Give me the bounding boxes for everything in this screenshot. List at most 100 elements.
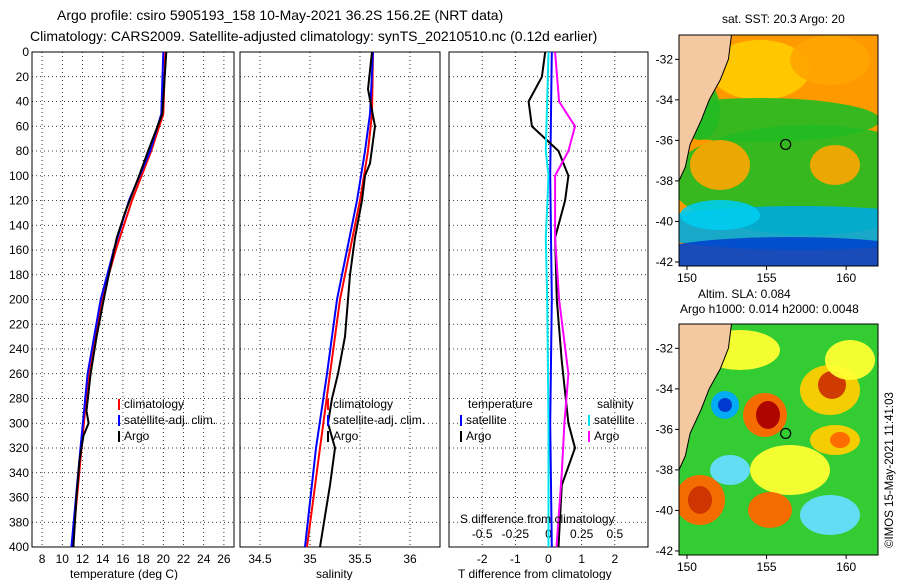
legend-swatch-argo xyxy=(327,431,329,442)
x-tick-label: 1 xyxy=(578,552,585,566)
x-tick-label: 160 xyxy=(836,560,856,574)
x-tick-label: 20 xyxy=(157,552,171,566)
sst-map-title: sat. SST: 20.3 Argo: 20 xyxy=(722,12,845,26)
sal-legend-climatology: climatology xyxy=(333,397,393,411)
sst-patch xyxy=(680,200,760,230)
y-tick-label: 20 xyxy=(16,70,30,84)
y-tick-label: 380 xyxy=(9,515,29,529)
legend-swatch-t-satellite xyxy=(460,415,462,426)
salinity-xlabel: salinity xyxy=(316,567,353,580)
legend-swatch-s-satellite xyxy=(588,415,590,426)
x-tick-label: 155 xyxy=(757,560,777,574)
y-tick-label: 400 xyxy=(9,540,29,554)
diff-legend-s-argo: Argo xyxy=(594,429,620,443)
sla-map: 150 155 160 -32 -34 -36 -38 -40 -42 xyxy=(656,323,879,574)
x-tick-label: 0 xyxy=(545,552,552,566)
series-line-argo xyxy=(319,52,377,547)
y-tick-label: -38 xyxy=(656,174,674,188)
land-coastline xyxy=(679,324,733,471)
sst-patch xyxy=(810,145,860,185)
sst-patch xyxy=(690,140,750,190)
y-tick-label: -36 xyxy=(656,422,674,436)
x-tick-label: 12 xyxy=(76,552,90,566)
title-line-2: Climatology: CARS2009. Satellite-adjuste… xyxy=(30,28,597,44)
x-tick-label: 36 xyxy=(403,552,417,566)
diff-legend-salinity: salinity xyxy=(597,397,634,411)
x-tick-label: -1 xyxy=(510,552,521,566)
legend-swatch-s-argo xyxy=(588,431,590,442)
legend-swatch-climatology xyxy=(327,399,329,410)
sst-map: 150 155 160 -32 -34 -36 -38 -40 -42 xyxy=(656,34,879,285)
y-tick-label: -34 xyxy=(656,382,674,396)
y-tick-label: 360 xyxy=(9,491,29,505)
series-line-argo xyxy=(72,52,168,547)
legend-swatch-satellite xyxy=(118,415,120,426)
series-group xyxy=(70,52,168,547)
x-tick-label: 8 xyxy=(39,552,46,566)
s-difference-label: S difference from climatology xyxy=(460,512,615,526)
temperature-panel: 8 10 12 14 16 18 20 22 24 26020406080100120140160… xyxy=(9,45,235,566)
x-tick-label: 10 xyxy=(56,552,70,566)
series-line-s-satellite xyxy=(544,52,550,547)
y-tick-label: 140 xyxy=(9,218,29,232)
y-tick-label: 280 xyxy=(9,392,29,406)
t-difference-xlabel: T difference from climatology xyxy=(458,567,612,580)
y-tick-label: 160 xyxy=(9,243,29,257)
y-tick-label: -40 xyxy=(656,503,674,517)
sla-patch xyxy=(756,401,780,429)
sla-patch xyxy=(718,398,732,412)
y-tick-label: 100 xyxy=(9,169,29,183)
sla-patch xyxy=(800,495,860,535)
y-tick-label: -34 xyxy=(656,93,674,107)
y-tick-label: 340 xyxy=(9,466,29,480)
sst-patch xyxy=(710,40,810,100)
y-tick-label: -42 xyxy=(656,255,674,269)
series-line-climatology xyxy=(306,52,374,547)
map-frame xyxy=(678,34,879,267)
series-line-satellite-adj-clim- xyxy=(304,52,374,547)
y-tick-label: 120 xyxy=(9,194,29,208)
y-tick-label: 300 xyxy=(9,416,29,430)
series-line-t-argo xyxy=(527,52,577,547)
y-tick-label: 240 xyxy=(9,342,29,356)
y-tick-label: 60 xyxy=(16,119,30,133)
legend-swatch-t-argo xyxy=(460,431,462,442)
title-line-1: Argo profile: csiro 5905193_158 10-May-2… xyxy=(57,7,503,23)
y-tick-label: 200 xyxy=(9,293,29,307)
series-group xyxy=(527,52,577,547)
sal-legend-satellite: satellite-adj. clim. xyxy=(333,413,425,427)
y-tick-label: 220 xyxy=(9,317,29,331)
x-tick-label: 35 xyxy=(303,552,317,566)
sal-legend-argo: Argo xyxy=(333,429,359,443)
salinity-panel: 34.5 35 35.5 36 xyxy=(239,51,441,566)
x-tick-label: 16 xyxy=(116,552,130,566)
sla-patch xyxy=(830,432,850,448)
x-tick-label: -2 xyxy=(477,552,488,566)
y-tick-label: -40 xyxy=(656,214,674,228)
sla-patch xyxy=(818,371,846,399)
temperature-xlabel: temperature (deg C) xyxy=(70,567,178,580)
y-tick-label: -36 xyxy=(656,133,674,147)
y-tick-label: -32 xyxy=(656,341,674,355)
sla-patch xyxy=(688,486,712,514)
x-tick-label: 14 xyxy=(96,552,110,566)
series-group xyxy=(304,52,377,547)
land-coastline xyxy=(679,35,733,182)
x-tick-label: 34.5 xyxy=(248,552,272,566)
x-tick-label: 160 xyxy=(836,271,856,285)
temp-legend-argo: Argo xyxy=(124,429,150,443)
diff-legend-t-satellite: satellite xyxy=(466,413,507,427)
sla-patch xyxy=(748,492,792,528)
argo-position-marker xyxy=(780,138,792,151)
sla-patch xyxy=(825,340,875,380)
x-tick-label: 22 xyxy=(177,552,191,566)
map-field xyxy=(679,324,878,555)
diff-legend-temperature: temperature xyxy=(468,397,533,411)
top-tick-label: -0.25 xyxy=(502,527,530,541)
top-tick-label: 0.25 xyxy=(570,527,594,541)
x-tick-label: 18 xyxy=(136,552,150,566)
y-tick-label: 40 xyxy=(16,95,30,109)
sla-patch xyxy=(750,445,830,495)
y-tick-label: 180 xyxy=(9,268,29,282)
